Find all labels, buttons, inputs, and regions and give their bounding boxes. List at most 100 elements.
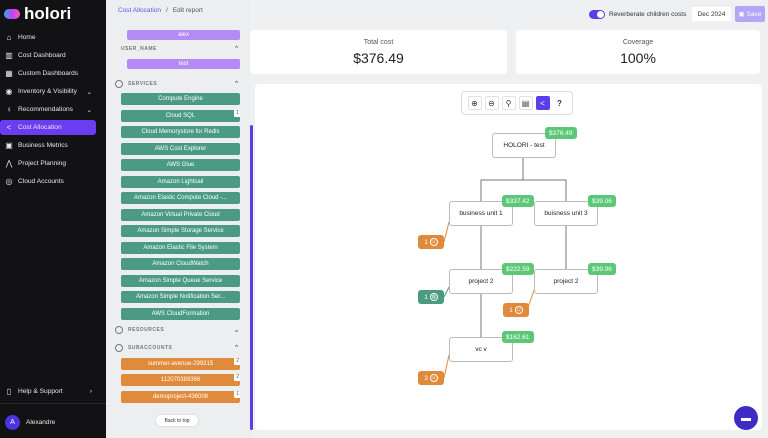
home-icon: ⌂ — [6, 33, 12, 42]
help-icon[interactable]: ? — [557, 98, 562, 108]
service-chip[interactable]: Cloud SQL 1 — [121, 109, 240, 122]
service-name: Amazon Elastic File System — [143, 244, 218, 251]
tree-node[interactable]: project 2 — [449, 269, 513, 294]
nav-custom-dashboards[interactable]: ▦ Custom Dashboards — [0, 66, 106, 81]
service-name: Cloud SQL — [165, 112, 196, 119]
zoom-in-icon[interactable]: ⊕ — [467, 96, 482, 110]
pill-count: 1 — [424, 293, 428, 301]
globe-icon: ◍ — [429, 293, 438, 301]
zoom-out-icon[interactable]: ⊖ — [484, 96, 499, 110]
nav-home[interactable]: ⌂ Home — [0, 30, 106, 45]
nav-cost-dashboard[interactable]: ▥ Cost Dashboard — [0, 48, 106, 63]
breadcrumb-cost-allocation[interactable]: Cost Allocation — [118, 7, 161, 14]
service-name: Amazon Simple Queue Service — [138, 277, 223, 284]
nav-cloud-accounts[interactable]: ◎ Cloud Accounts — [0, 174, 106, 189]
services-icon — [115, 80, 123, 88]
service-chip[interactable]: Amazon Virtual Private Cloud — [121, 208, 240, 221]
service-chip[interactable]: AWS Cost Explorer — [121, 142, 240, 155]
service-chip[interactable]: Amazon Elastic Compute Cloud -... — [121, 192, 240, 204]
coverage-value: 100% — [620, 50, 656, 66]
link-line — [443, 286, 450, 298]
tree-node[interactable]: project 2 — [534, 269, 598, 294]
save-button[interactable]: ▣ Save — [735, 6, 765, 22]
chat-icon: ▬ — [741, 412, 751, 424]
nav-label: Recommendations — [18, 106, 73, 113]
cost-badge: $222.59 — [502, 263, 534, 275]
nav-cost-allocation[interactable]: < Cost Allocation — [0, 120, 96, 135]
tag-test[interactable]: test — [127, 59, 240, 69]
user-name: Alexandre — [26, 419, 56, 426]
subaccount-chip[interactable]: demoproject-436008 1 — [121, 391, 240, 403]
date-picker[interactable]: Dec 2024 — [692, 7, 731, 21]
bar-chart-icon: ▥ — [5, 51, 13, 60]
back-to-top-button[interactable]: Back to top — [156, 415, 198, 426]
services-label: SERVICES — [128, 81, 158, 87]
service-chip[interactable]: Amazon Elastic File System — [121, 241, 240, 254]
service-chip[interactable]: AWS Glue — [121, 159, 240, 171]
pill-count: 1 — [509, 306, 513, 314]
subaccount-link-pill[interactable]: 1 ☺ — [418, 235, 444, 249]
chevron-down-icon: ⌄ — [233, 327, 240, 334]
nav-label: Cost Dashboard — [18, 52, 66, 59]
cloud-account-icon: ◎ — [5, 177, 13, 186]
nav-business-metrics[interactable]: ▣ Business Metrics — [0, 138, 106, 153]
nav-inventory[interactable]: ◉ Inventory & Visibility ⌄ — [0, 84, 106, 99]
logo-cloud-icon — [4, 9, 20, 19]
logo[interactable]: holori — [4, 4, 71, 24]
service-chip[interactable]: Compute Engine — [121, 93, 240, 105]
service-chip[interactable]: Amazon Simple Storage Service — [121, 225, 240, 237]
chevron-down-icon: ⌄ — [86, 106, 92, 114]
service-name: AWS Glue — [166, 162, 195, 168]
service-chip[interactable]: Amazon CloudWatch — [121, 258, 240, 270]
total-cost-card: Total cost $376.49 — [250, 30, 507, 74]
nav-project-planning[interactable]: ⋀ Project Planning — [0, 156, 106, 171]
subaccount-chip[interactable]: 112070389366 2 — [121, 374, 240, 386]
chat-button[interactable]: ▬ — [734, 406, 758, 430]
subaccount-count: 2 — [234, 358, 240, 365]
service-name: AWS Cost Explorer — [154, 145, 207, 152]
service-chip[interactable]: Amazon Simple Queue Service — [121, 274, 240, 287]
share-icon[interactable]: < — [535, 96, 550, 110]
cost-badge: $337.42 — [502, 195, 534, 207]
chevron-down-icon: ⌄ — [86, 88, 92, 96]
save-label: Save — [746, 10, 762, 18]
service-chip[interactable]: Amazon Lightsail — [121, 175, 240, 188]
section-user-name[interactable]: USER_NAME ⌃ — [121, 44, 240, 54]
brand-name: holori — [24, 4, 72, 23]
service-name: Amazon Virtual Private Cloud — [141, 211, 220, 218]
nav-label: Inventory & Visibility — [18, 88, 77, 95]
breadcrumb-sep: / — [166, 7, 168, 14]
nav-recommendations[interactable]: ♀ Recommendations ⌄ — [0, 102, 106, 117]
service-link-pill[interactable]: 1 ◍ — [418, 290, 444, 304]
nav-label: Cost Allocation — [18, 124, 62, 131]
section-resources[interactable]: RESOURCES ⌄ — [115, 325, 240, 335]
section-subaccounts[interactable]: SUBACCOUNTS ⌃ — [115, 343, 240, 353]
panel-scrollbar[interactable] — [250, 125, 253, 430]
service-name: Cloud Memorystore for Redis — [141, 129, 220, 135]
box-icon: ◉ — [5, 87, 13, 96]
subaccount-name: summer-avenue-299315 — [147, 361, 214, 367]
tree-node[interactable]: business unit 1 — [449, 201, 513, 226]
back-to-top-label: Back to top — [164, 417, 190, 424]
lightbulb-icon: ♀ — [6, 105, 12, 114]
cost-badge: $376.49 — [545, 127, 577, 139]
tree-edges — [480, 158, 567, 337]
avatar[interactable]: A — [5, 415, 20, 430]
user-name-label: USER_NAME — [121, 46, 157, 52]
resources-label: RESOURCES — [128, 327, 165, 333]
service-chip[interactable]: Amazon Simple Notification Ser... — [121, 291, 240, 303]
help-support[interactable]: ▯ Help & Support › — [0, 384, 106, 399]
zoom-reset-icon[interactable]: ⚲ — [501, 96, 516, 110]
tag-alex[interactable]: alex — [127, 30, 240, 40]
tree-node[interactable]: buisness unit 3 — [534, 201, 598, 226]
subaccount-chip[interactable]: summer-avenue-299315 2 — [121, 358, 240, 370]
service-chip[interactable]: AWS CloudFormation — [121, 307, 240, 320]
subaccount-link-pill[interactable]: 1 ☺ — [503, 303, 529, 317]
section-services[interactable]: SERVICES ⌃ — [115, 79, 240, 89]
reverberate-toggle[interactable] — [589, 10, 605, 19]
subaccount-link-pill[interactable]: 3 ☺ — [418, 371, 444, 385]
service-chip[interactable]: Cloud Memorystore for Redis — [121, 126, 240, 138]
nav-label: Project Planning — [18, 160, 67, 167]
export-icon[interactable]: ▤ — [518, 96, 533, 110]
